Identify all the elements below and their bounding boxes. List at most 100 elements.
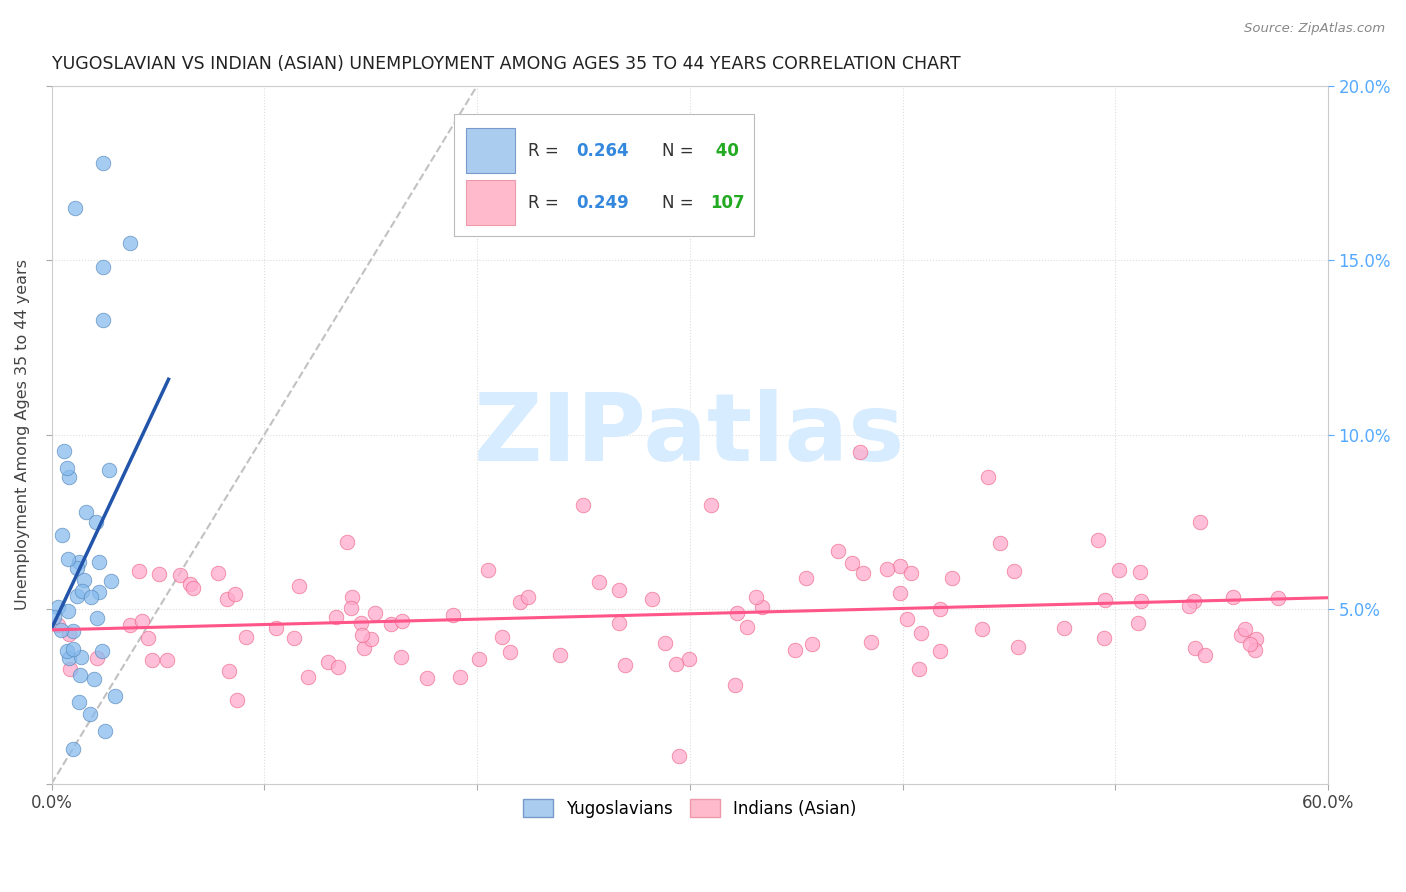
Point bbox=[66, 560, 89, 574]
Point bbox=[51, 528, 73, 542]
Point bbox=[1094, 593, 1116, 607]
Point bbox=[297, 670, 319, 684]
Point bbox=[928, 601, 950, 615]
Point bbox=[283, 632, 305, 646]
Text: 0.249: 0.249 bbox=[576, 194, 628, 212]
Point bbox=[1182, 594, 1205, 608]
Point bbox=[941, 571, 963, 585]
Point bbox=[104, 690, 127, 704]
Point bbox=[226, 692, 249, 706]
Point bbox=[1244, 632, 1267, 646]
Text: N =: N = bbox=[662, 142, 699, 160]
Point bbox=[1239, 637, 1261, 651]
Point bbox=[900, 566, 922, 580]
Y-axis label: Unemployment Among Ages 35 to 44 years: Unemployment Among Ages 35 to 44 years bbox=[15, 260, 30, 610]
Point bbox=[572, 498, 595, 512]
Point bbox=[91, 155, 114, 169]
Point bbox=[58, 662, 80, 676]
Point bbox=[735, 619, 758, 633]
Point bbox=[380, 617, 402, 632]
Point bbox=[179, 576, 201, 591]
Point bbox=[1092, 632, 1115, 646]
Point bbox=[910, 626, 932, 640]
Point bbox=[859, 635, 882, 649]
Point bbox=[340, 590, 363, 604]
Point bbox=[70, 649, 93, 664]
Point bbox=[1184, 641, 1206, 656]
Point bbox=[654, 636, 676, 650]
Point bbox=[181, 581, 204, 595]
Point bbox=[67, 555, 90, 569]
Point bbox=[477, 563, 499, 577]
Point bbox=[120, 235, 142, 250]
Point bbox=[42, 610, 65, 624]
Point bbox=[1267, 591, 1289, 606]
Point bbox=[131, 614, 153, 628]
Bar bbox=[467, 180, 515, 226]
Point bbox=[849, 445, 872, 459]
Point bbox=[63, 201, 86, 215]
Point bbox=[215, 591, 238, 606]
Point bbox=[339, 601, 361, 615]
Point bbox=[360, 632, 382, 646]
Point bbox=[896, 612, 918, 626]
Point bbox=[224, 586, 246, 600]
Point bbox=[724, 678, 747, 692]
Point bbox=[83, 672, 105, 686]
Point bbox=[353, 641, 375, 656]
Point bbox=[56, 460, 79, 475]
Point bbox=[1129, 565, 1152, 579]
Point bbox=[499, 645, 522, 659]
Point bbox=[1230, 628, 1253, 642]
Point bbox=[976, 469, 998, 483]
Point bbox=[988, 535, 1011, 549]
Point bbox=[491, 630, 513, 644]
Point bbox=[287, 579, 309, 593]
Point bbox=[87, 584, 110, 599]
Point bbox=[350, 628, 373, 642]
Point bbox=[56, 551, 79, 566]
Point bbox=[66, 589, 89, 603]
Point bbox=[56, 644, 79, 658]
Point bbox=[207, 566, 229, 581]
Point bbox=[751, 600, 773, 615]
Point bbox=[678, 651, 700, 665]
Point bbox=[46, 618, 69, 632]
Point bbox=[416, 671, 439, 685]
Point bbox=[73, 573, 96, 587]
Point bbox=[908, 663, 931, 677]
Bar bbox=[467, 128, 515, 173]
Point bbox=[141, 653, 163, 667]
Point bbox=[316, 655, 339, 669]
Point bbox=[796, 571, 818, 585]
Text: 107: 107 bbox=[710, 194, 745, 212]
Point bbox=[51, 623, 73, 637]
Point bbox=[62, 642, 84, 657]
Point bbox=[1053, 621, 1076, 635]
Point bbox=[745, 590, 768, 604]
Point bbox=[700, 498, 723, 512]
Point bbox=[607, 583, 630, 598]
Point bbox=[668, 748, 690, 763]
Point bbox=[86, 651, 108, 665]
Point bbox=[928, 644, 950, 658]
Point bbox=[516, 590, 538, 604]
Point bbox=[1234, 622, 1257, 636]
Point bbox=[328, 659, 350, 673]
Point bbox=[58, 650, 80, 665]
Point bbox=[509, 595, 531, 609]
Point bbox=[156, 653, 179, 667]
Point bbox=[91, 312, 114, 326]
Point bbox=[827, 544, 849, 558]
Point bbox=[58, 469, 80, 483]
Point bbox=[128, 565, 150, 579]
Point bbox=[79, 706, 101, 721]
Point bbox=[614, 658, 637, 673]
Point bbox=[609, 616, 631, 631]
Point bbox=[80, 590, 103, 604]
Point bbox=[91, 643, 114, 657]
Point bbox=[62, 624, 84, 638]
Point bbox=[1177, 599, 1199, 613]
Point bbox=[98, 463, 121, 477]
Legend: Yugoslavians, Indians (Asian): Yugoslavians, Indians (Asian) bbox=[516, 793, 863, 824]
